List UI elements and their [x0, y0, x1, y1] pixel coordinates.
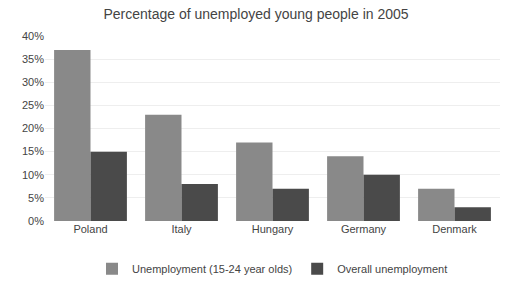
svg-text:0%: 0%	[28, 215, 44, 227]
svg-text:Percentage of unemployed young: Percentage of unemployed young people in…	[103, 6, 408, 22]
svg-text:10%: 10%	[22, 169, 44, 181]
svg-text:Poland: Poland	[73, 223, 107, 235]
svg-text:25%: 25%	[22, 99, 44, 111]
svg-text:Unemployment (15-24 year olds): Unemployment (15-24 year olds)	[132, 263, 292, 275]
svg-text:30%: 30%	[22, 76, 44, 88]
svg-text:35%: 35%	[22, 53, 44, 65]
svg-text:15%: 15%	[22, 145, 44, 157]
svg-text:Germany: Germany	[341, 223, 387, 235]
svg-text:40%: 40%	[22, 30, 44, 42]
svg-text:20%: 20%	[22, 122, 44, 134]
svg-text:Overall unemployment: Overall unemployment	[337, 263, 447, 275]
svg-text:5%: 5%	[28, 192, 44, 204]
svg-text:Hungary: Hungary	[252, 223, 294, 235]
svg-text:Denmark: Denmark	[432, 223, 477, 235]
svg-text:Italy: Italy	[171, 223, 192, 235]
